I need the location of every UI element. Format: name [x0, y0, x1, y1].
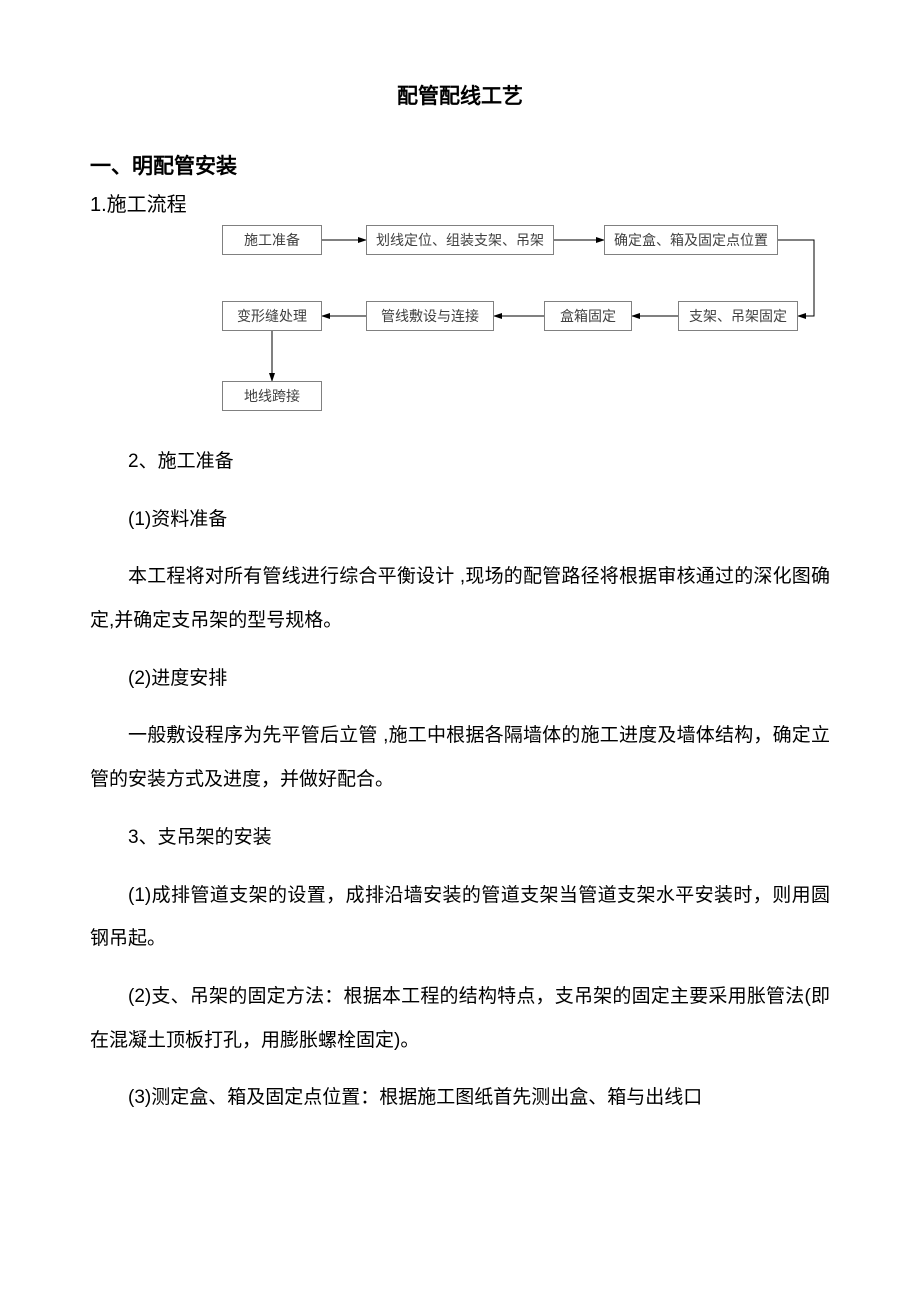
section-1-item-2-sub2: (2)进度安排 — [90, 657, 830, 701]
section-1-item-2-sub1: (1)资料准备 — [90, 498, 830, 542]
document-title: 配管配线工艺 — [90, 80, 830, 110]
flow-node-n4: 变形缝处理 — [222, 301, 322, 331]
section-1-item-2-sub1-text: 本工程将对所有管线进行综合平衡设计 ,现场的配管路径将根据审核通过的深化图确定,… — [90, 555, 830, 642]
section-1-heading: 一、明配管安装 — [90, 150, 830, 180]
flow-node-n2: 划线定位、组装支架、吊架 — [366, 225, 554, 255]
flow-node-n1: 施工准备 — [222, 225, 322, 255]
flow-node-n7: 支架、吊架固定 — [678, 301, 798, 331]
flow-node-n8: 地线跨接 — [222, 381, 322, 411]
flow-node-n3: 确定盒、箱及固定点位置 — [604, 225, 778, 255]
section-1-item-1: 1.施工流程 — [90, 188, 830, 217]
section-1-item-2: 2、施工准备 — [90, 440, 830, 484]
section-1-item-3-sub2: (2)支、吊架的固定方法：根据本工程的结构特点，支吊架的固定主要采用胀管法(即在… — [90, 975, 830, 1062]
section-1-item-2-sub2-text: 一般敷设程序为先平管后立管 ,施工中根据各隔墙体的施工进度及墙体结构，确定立管的… — [90, 714, 830, 801]
section-1-item-3-sub1: (1)成排管道支架的设置，成排沿墙安装的管道支架当管道支架水平安装时，则用圆钢吊… — [90, 874, 830, 961]
section-1-item-3: 3、支吊架的安装 — [90, 816, 830, 860]
construction-flowchart: 施工准备 划线定位、组装支架、吊架 确定盒、箱及固定点位置变形缝处理 管线敷设与连接 盒… — [150, 225, 850, 420]
flow-node-n5: 管线敷设与连接 — [366, 301, 494, 331]
section-1-item-3-sub3: (3)测定盒、箱及固定点位置：根据施工图纸首先测出盒、箱与出线口 — [90, 1076, 830, 1120]
flow-node-n6: 盒箱固定 — [544, 301, 632, 331]
